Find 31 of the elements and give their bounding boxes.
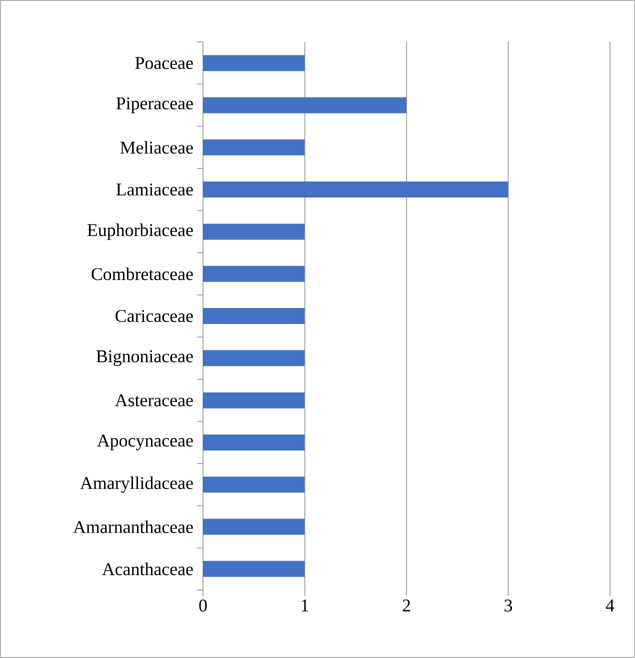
x-tick-label: 2 (402, 600, 410, 612)
y-tick-label: Meliaceae (120, 141, 193, 154)
bar (203, 139, 305, 156)
bar (203, 392, 305, 408)
x-tick-label: 0 (199, 600, 207, 612)
y-tick-label: Caricaceae (116, 310, 193, 322)
y-tick-label: Asteraceae (115, 394, 193, 406)
x-tick-label: 4 (606, 600, 614, 612)
bar (203, 560, 305, 577)
bar (203, 308, 305, 324)
bar (203, 266, 305, 282)
y-tick-label: Amarnanthaceae (73, 520, 193, 534)
y-tick-label: Combretaceae (92, 268, 193, 280)
y-tick-label: Bignoniaceae (96, 350, 193, 366)
y-tick-label: Acanthaceae (102, 562, 193, 576)
bar (203, 350, 305, 366)
bar (203, 182, 508, 198)
bar (203, 476, 305, 493)
bar (203, 224, 305, 240)
y-tick-label: Piperaceae (116, 97, 193, 114)
x-tick-label: 1 (302, 600, 308, 612)
bar (203, 518, 305, 535)
x-tick-label: 3 (504, 600, 512, 612)
y-tick-label: Amaryllidaceae (80, 476, 193, 493)
y-tick-label: Euphorbiaceae (87, 224, 193, 240)
bar (203, 55, 305, 72)
bar (203, 97, 406, 114)
y-tick-label: Lamiaceae (116, 184, 193, 196)
y-tick-label: Poaceae (135, 57, 193, 70)
y-tick-label: Apocynaceae (97, 434, 193, 450)
bar (203, 434, 305, 450)
